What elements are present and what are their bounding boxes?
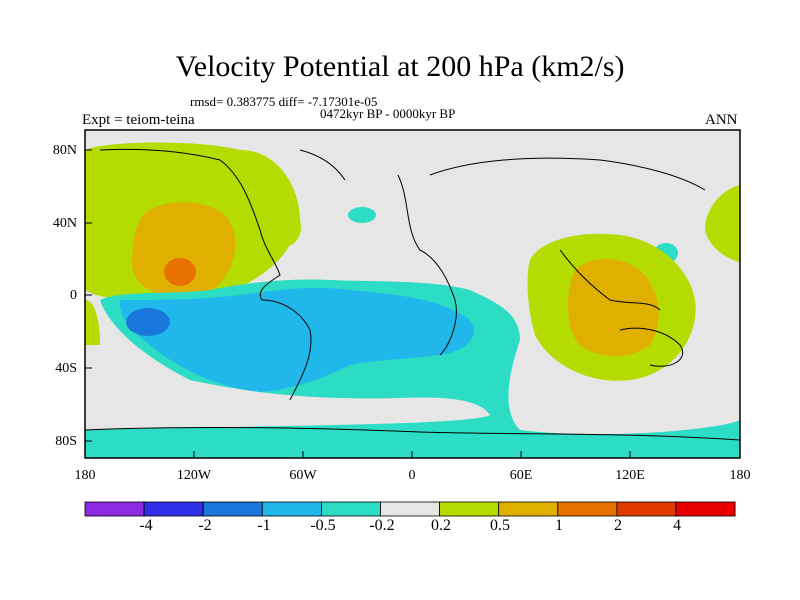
colorbar-swatch-6 bbox=[439, 501, 500, 517]
colorbar-label-8: 2 bbox=[614, 517, 622, 534]
positive-region-atlantic bbox=[236, 150, 301, 249]
colorbar-label-1: -2 bbox=[198, 517, 212, 534]
colorbar-swatch-8 bbox=[557, 501, 618, 517]
colorbar-swatch-7 bbox=[498, 501, 559, 517]
colorbar-label-7: 1 bbox=[555, 517, 563, 534]
colorbar-swatch-2 bbox=[202, 501, 263, 517]
positive-core-northpacific bbox=[164, 258, 196, 286]
longitude-axis bbox=[84, 451, 741, 458]
lat-label-80n: 80N bbox=[52, 143, 77, 158]
experiment-label: Expt = teiom-teina bbox=[82, 112, 195, 128]
negative-core-southpacific bbox=[126, 308, 170, 336]
lon-label-120e: 120E bbox=[615, 468, 645, 483]
positive-region-indopacific-mid bbox=[568, 258, 659, 357]
stats-text: rmsd= 0.383775 diff= -7.17301e-05 bbox=[190, 94, 378, 109]
positive-region-eastedge bbox=[705, 185, 740, 262]
coastlines bbox=[84, 148, 741, 441]
colorbar-label-9: 4 bbox=[673, 517, 681, 534]
colorbar-label-4: -0.2 bbox=[369, 517, 395, 534]
lat-label-0: 0 bbox=[70, 288, 77, 303]
colorbar-swatch-3 bbox=[261, 501, 322, 517]
colorbar-label-5: 0.2 bbox=[431, 517, 451, 534]
colorbar bbox=[84, 501, 736, 517]
period-text: 0472kyr BP - 0000kyr BP bbox=[320, 106, 456, 121]
positive-region-northpacific-mid bbox=[131, 202, 236, 297]
season-label: ANN bbox=[705, 112, 738, 128]
lon-label-180w: 180 bbox=[74, 468, 96, 483]
negative-region-southamerica bbox=[119, 287, 474, 392]
colorbar-label-0: -4 bbox=[139, 517, 153, 534]
colorbar-label-2: -1 bbox=[257, 517, 271, 534]
colorbar-swatch-9 bbox=[616, 501, 677, 517]
lon-label-60e: 60E bbox=[509, 468, 533, 483]
lat-label-40n: 40N bbox=[52, 216, 77, 231]
lat-label-40s: 40S bbox=[55, 361, 77, 376]
lon-label-120w: 120W bbox=[176, 468, 212, 483]
negative-spot-eurasia bbox=[348, 207, 376, 223]
colorbar-swatch-0 bbox=[84, 501, 145, 517]
colorbar-label-6: 0.5 bbox=[490, 517, 510, 534]
chart-title: Velocity Potential at 200 hPa (km2/s) bbox=[175, 50, 625, 83]
map-plot-area bbox=[84, 129, 741, 459]
colorbar-swatch-1 bbox=[143, 501, 204, 517]
colorbar-swatch-10 bbox=[675, 501, 736, 517]
lon-label-60w: 60W bbox=[289, 468, 317, 483]
positive-region-westedge bbox=[85, 300, 100, 345]
lon-label-180e: 180 bbox=[729, 468, 751, 483]
colorbar-swatch-5 bbox=[380, 501, 440, 517]
latitude-axis bbox=[85, 149, 92, 442]
lon-label-0: 0 bbox=[408, 468, 416, 483]
lat-label-80s: 80S bbox=[55, 434, 77, 449]
colorbar-label-3: -0.5 bbox=[310, 517, 336, 534]
colorbar-swatch-4 bbox=[320, 501, 381, 517]
